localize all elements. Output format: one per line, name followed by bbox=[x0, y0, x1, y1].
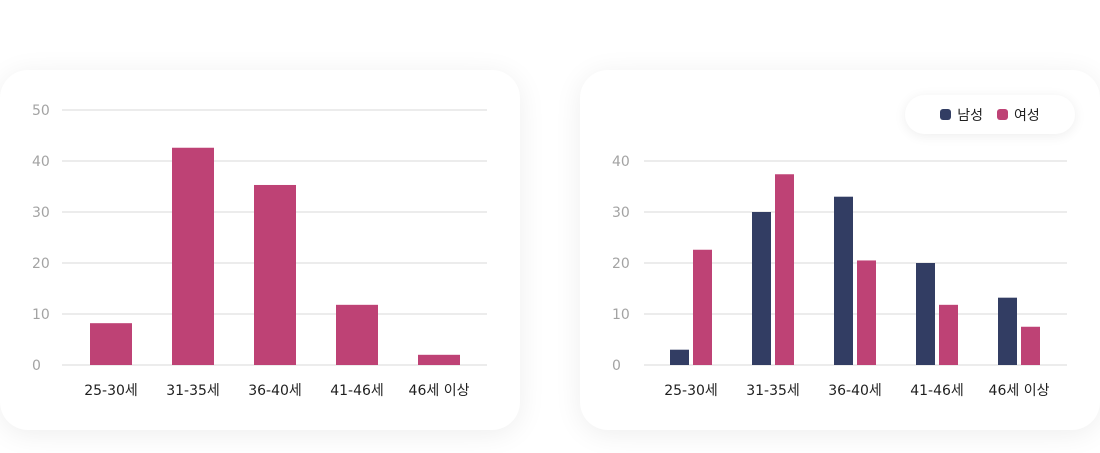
x-tick-label: 41-46세 bbox=[910, 383, 964, 399]
bar-female bbox=[939, 304, 958, 365]
y-tick-label: 20 bbox=[612, 256, 630, 272]
bar-female bbox=[1021, 326, 1040, 365]
bar-male bbox=[916, 263, 935, 365]
bar bbox=[90, 323, 132, 365]
bar-male bbox=[834, 196, 853, 365]
y-tick-label: 40 bbox=[32, 154, 50, 170]
y-tick-label: 30 bbox=[612, 205, 630, 221]
y-tick-label: 10 bbox=[612, 307, 630, 323]
legend-item-male[interactable]: 남성 bbox=[940, 105, 983, 125]
x-tick-label: 31-35세 bbox=[746, 383, 800, 399]
chart-legend: 남성 여성 bbox=[905, 95, 1075, 134]
bar-male bbox=[998, 297, 1017, 365]
x-tick-label: 31-35세 bbox=[166, 383, 220, 399]
bar-female bbox=[693, 249, 712, 365]
bar-male bbox=[752, 212, 771, 365]
legend-item-female[interactable]: 여성 bbox=[997, 105, 1040, 125]
x-tick-label: 36-40세 bbox=[248, 383, 302, 399]
x-tick-label: 46세 이상 bbox=[989, 383, 1050, 399]
x-tick-label: 41-46세 bbox=[330, 383, 384, 399]
bar-male bbox=[670, 349, 689, 365]
y-tick-label: 50 bbox=[32, 103, 50, 119]
bar-female bbox=[775, 174, 794, 365]
legend-swatch-male bbox=[940, 109, 952, 120]
x-tick-label: 25-30세 bbox=[84, 383, 138, 399]
y-tick-label: 40 bbox=[612, 154, 630, 170]
legend-label-female: 여성 bbox=[1014, 107, 1040, 124]
bar-female bbox=[857, 260, 876, 365]
bar bbox=[254, 184, 296, 365]
y-tick-label: 10 bbox=[32, 307, 50, 323]
bar bbox=[418, 354, 460, 365]
bar bbox=[172, 147, 214, 365]
y-tick-label: 20 bbox=[32, 256, 50, 272]
y-tick-label: 30 bbox=[32, 205, 50, 221]
y-tick-label: 0 bbox=[612, 358, 621, 374]
y-tick-label: 0 bbox=[32, 358, 41, 374]
x-tick-label: 25-30세 bbox=[664, 383, 718, 399]
x-tick-label: 46세 이상 bbox=[409, 383, 470, 399]
bar bbox=[336, 304, 378, 365]
legend-swatch-female bbox=[997, 109, 1008, 120]
x-tick-label: 36-40세 bbox=[828, 383, 882, 399]
legend-label-male: 남성 bbox=[957, 107, 983, 124]
